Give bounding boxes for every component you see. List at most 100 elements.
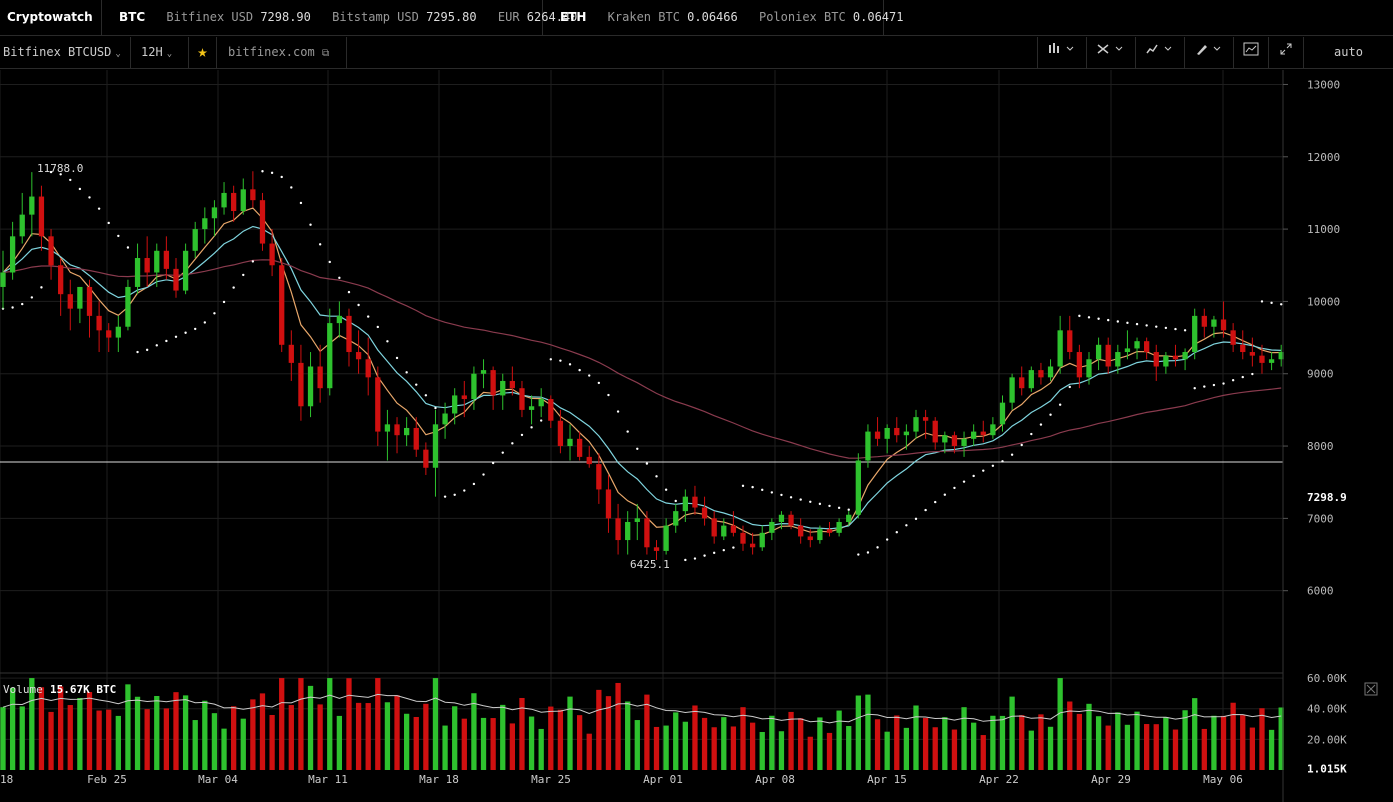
psar-dot bbox=[876, 546, 879, 549]
period-selector[interactable]: 12H ⌄ bbox=[131, 37, 189, 68]
volume-bar bbox=[413, 716, 419, 770]
candle bbox=[634, 518, 640, 522]
chart-settings-icon[interactable] bbox=[1233, 37, 1268, 68]
psar-dot bbox=[21, 302, 24, 306]
volume-bar bbox=[1067, 701, 1073, 770]
candle bbox=[1211, 319, 1217, 327]
volume-bar bbox=[615, 682, 621, 770]
psar-dot bbox=[828, 504, 831, 508]
psar-dot bbox=[1222, 382, 1225, 385]
fullscreen-icon[interactable] bbox=[1268, 37, 1303, 68]
volume-bar bbox=[884, 731, 890, 770]
candle bbox=[1134, 341, 1140, 349]
psar-dot bbox=[453, 493, 456, 496]
psar-dot bbox=[1039, 423, 1043, 426]
volume-bar bbox=[759, 732, 765, 770]
volume-bar bbox=[346, 678, 352, 770]
brand-logo[interactable]: Cryptowatch bbox=[0, 0, 102, 35]
volume-bar bbox=[942, 717, 948, 770]
psar-dot bbox=[376, 325, 380, 329]
volume-bar bbox=[1211, 715, 1217, 770]
volume-bar bbox=[355, 702, 362, 770]
candle bbox=[163, 250, 170, 269]
exchange-site-label: bitfinex.com bbox=[228, 45, 315, 59]
volume-bar bbox=[134, 696, 141, 770]
exchange-link[interactable]: bitfinex.com ⧉ bbox=[217, 37, 347, 68]
volume-bar bbox=[1144, 724, 1150, 770]
currency-label[interactable]: BTC bbox=[119, 10, 146, 24]
close-icon[interactable] bbox=[1364, 682, 1378, 696]
scale-mode-button[interactable]: auto bbox=[1303, 37, 1393, 68]
volume-bar bbox=[1182, 710, 1188, 770]
psar-dot bbox=[539, 419, 543, 422]
candle bbox=[77, 286, 83, 309]
candle bbox=[115, 326, 121, 338]
candles-icon[interactable] bbox=[1037, 37, 1086, 68]
candle bbox=[788, 514, 794, 526]
date-tick-label: Apr 15 bbox=[867, 773, 907, 786]
volume-bar bbox=[1134, 711, 1140, 770]
candle bbox=[990, 424, 996, 436]
volume-bar bbox=[0, 707, 6, 770]
ticker-item[interactable]: Poloniex BTC 0.06471 bbox=[758, 10, 904, 24]
compare-icon[interactable] bbox=[1135, 37, 1184, 68]
candle bbox=[423, 449, 429, 468]
volume-bar bbox=[288, 705, 294, 770]
volume-bar bbox=[1192, 698, 1198, 770]
candle bbox=[1220, 319, 1227, 331]
candle bbox=[19, 214, 25, 237]
psar-dot bbox=[30, 296, 34, 299]
psar-dot bbox=[1241, 375, 1244, 379]
ticker-item[interactable]: Bitfinex USD 7298.90 bbox=[166, 10, 311, 24]
volume-bar bbox=[990, 715, 996, 770]
draw-icon[interactable] bbox=[1184, 37, 1233, 68]
psar-dot bbox=[578, 368, 581, 372]
candle bbox=[865, 431, 871, 461]
currency-label[interactable]: ETH bbox=[560, 10, 587, 24]
date-tick-label: Apr 29 bbox=[1091, 773, 1131, 786]
candle bbox=[798, 525, 804, 537]
market-selector[interactable]: Bitfinex BTCUSD ⌄ bbox=[0, 37, 131, 68]
ticker-item[interactable]: EUR 6264.40 bbox=[497, 10, 578, 24]
candle bbox=[605, 489, 612, 519]
price-chart[interactable]: 13000 12000 11000 10000 9000 8000 7000 6000 18 Fe… bbox=[0, 70, 1393, 802]
volume-bar bbox=[480, 717, 487, 770]
candle bbox=[327, 323, 333, 389]
psar-dot bbox=[693, 557, 697, 560]
candle bbox=[442, 413, 448, 425]
candle bbox=[1240, 344, 1246, 353]
star-icon[interactable]: ★ bbox=[189, 37, 217, 68]
psar-dot bbox=[732, 546, 735, 549]
psar-dot bbox=[184, 331, 187, 334]
candle bbox=[653, 547, 660, 551]
candle bbox=[1230, 330, 1236, 345]
candle bbox=[1124, 348, 1131, 353]
btc-ticker-group: BTC Bitfinex USD 7298.90 Bitstamp USD 72… bbox=[103, 0, 577, 35]
candle bbox=[48, 236, 54, 266]
volume-bar bbox=[144, 709, 150, 770]
psar-dot bbox=[242, 273, 245, 277]
candles bbox=[0, 171, 1284, 560]
candle bbox=[586, 456, 592, 465]
volume-bar bbox=[182, 695, 189, 770]
psar-dot bbox=[261, 170, 264, 173]
close-icon-glyph bbox=[1366, 684, 1376, 694]
volume-bar bbox=[240, 718, 246, 770]
ticker-item[interactable]: Bitstamp USD 7295.80 bbox=[332, 10, 477, 24]
psar-dot bbox=[972, 474, 975, 478]
volume-bar bbox=[67, 705, 73, 770]
psar-dot bbox=[165, 339, 168, 343]
volume-bar bbox=[855, 695, 861, 770]
candle bbox=[384, 424, 391, 432]
volume-bar bbox=[634, 720, 640, 770]
volume-bar bbox=[29, 678, 35, 770]
psar-dot bbox=[424, 394, 428, 397]
volume-bar bbox=[38, 687, 45, 770]
date-tick-label: Apr 08 bbox=[755, 773, 795, 786]
ticker-item[interactable]: Kraken BTC 0.06466 bbox=[607, 10, 738, 24]
psar-dot bbox=[328, 260, 331, 264]
candle bbox=[1095, 344, 1102, 360]
indicators-icon[interactable] bbox=[1086, 37, 1135, 68]
volume-bar bbox=[576, 715, 583, 770]
volume-bar bbox=[1019, 715, 1025, 770]
